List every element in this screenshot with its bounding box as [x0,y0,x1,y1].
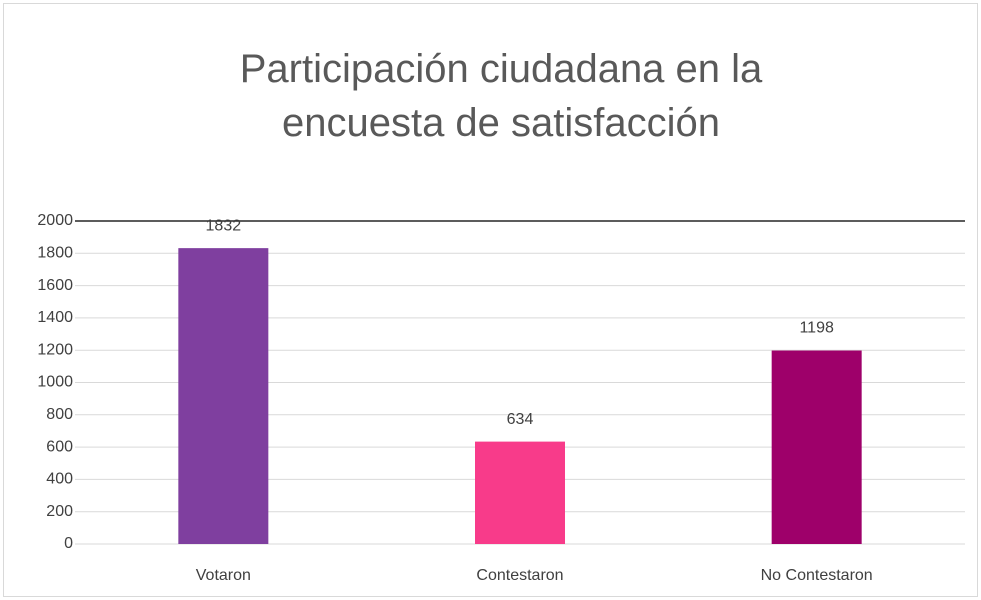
y-tick-label: 200 [46,503,73,520]
data-label: 634 [507,411,534,428]
y-tick-label: 1800 [37,245,73,262]
y-tick-label: 1200 [37,341,73,358]
data-label: 1832 [206,217,242,234]
bar [475,441,565,544]
data-label: 1198 [799,320,834,337]
x-tick-label: Contestaron [476,567,563,584]
y-tick-label: 400 [46,471,73,488]
bar [771,350,862,544]
chart-title: Participación ciudadana en la encuesta d… [239,47,763,145]
y-tick-label: 1000 [37,374,73,391]
x-tick-label: No Contestaron [761,567,873,584]
y-tick-label: 600 [46,438,73,455]
y-tick-label: 2000 [37,212,73,229]
y-tick-label: 1600 [37,277,73,294]
y-tick-label: 0 [64,535,73,552]
y-tick-label: 800 [46,406,73,423]
bar [178,248,269,544]
x-tick-label: Votaron [196,567,251,584]
y-tick-label: 1400 [37,309,73,326]
